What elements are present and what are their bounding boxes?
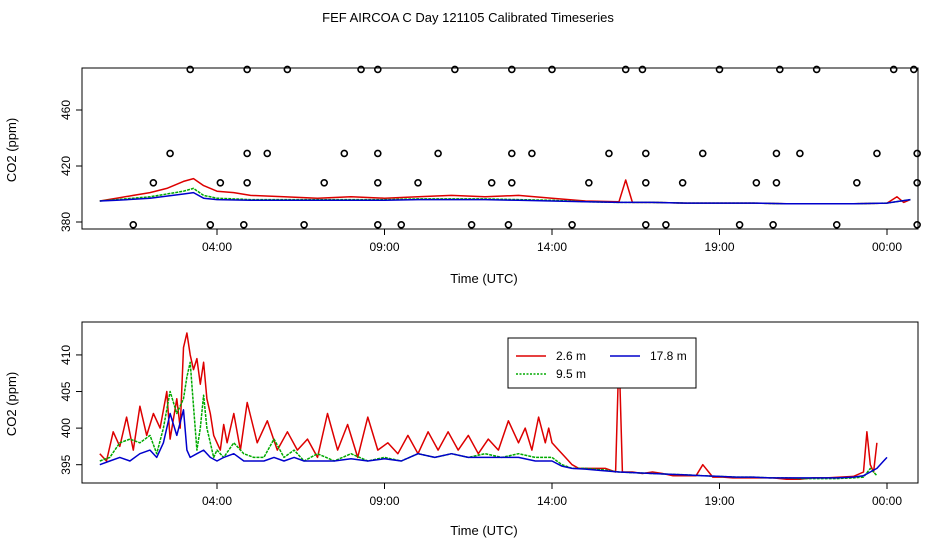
bottom-x-tick-label: 19:00 xyxy=(704,494,734,508)
top-panel: Time (UTC) CO2 (ppm) 04:00 09:00 14:00 19:0… xyxy=(4,65,921,286)
legend: 2.6 m 9.5 m 17.8 m xyxy=(507,337,697,389)
calibration-point xyxy=(752,179,761,187)
bottom-series-group xyxy=(99,332,888,481)
top-plot-frame xyxy=(81,67,919,230)
bottom-plot-frame xyxy=(81,321,919,484)
calibration-point xyxy=(467,221,476,229)
top-x-tick-label: 09:00 xyxy=(369,240,399,254)
bottom-x-tick-label: 14:00 xyxy=(537,494,567,508)
top-y-tick-label: 460 xyxy=(59,100,73,120)
calibration-point xyxy=(507,65,516,74)
calibration-point xyxy=(698,149,707,158)
calibration-point xyxy=(889,65,898,74)
top-y-axis-label: CO2 (ppm) xyxy=(4,118,19,182)
calibration-point xyxy=(243,179,251,187)
calibration-point xyxy=(320,179,329,187)
bottom-y-tick-label: 395 xyxy=(59,454,73,474)
bottom-series-178m xyxy=(99,409,888,479)
calibration-point xyxy=(373,65,382,74)
calibration-point xyxy=(662,221,670,229)
calibration-point xyxy=(796,149,804,158)
calibration-point xyxy=(873,149,881,158)
calibration-point xyxy=(735,221,744,229)
calibration-point xyxy=(243,149,251,158)
calibration-point xyxy=(340,149,349,158)
calibration-point xyxy=(909,65,918,74)
calibration-point xyxy=(715,65,724,74)
calibration-point xyxy=(283,65,292,74)
calibration-point xyxy=(913,149,921,158)
bottom-series-26m xyxy=(99,332,878,481)
calibration-point xyxy=(504,221,513,229)
top-series-178m xyxy=(99,191,911,205)
calibration-point xyxy=(775,65,784,74)
bottom-y-axis-label: CO2 (ppm) xyxy=(4,372,19,436)
calibration-point xyxy=(487,179,496,187)
calibration-point xyxy=(451,65,459,74)
calibration-point xyxy=(357,65,365,74)
calibration-point xyxy=(638,65,647,74)
calibration-point xyxy=(832,221,841,229)
calibration-point xyxy=(373,179,382,187)
calibration-point xyxy=(772,149,781,158)
calibration-point xyxy=(206,221,215,229)
bottom-panel: Time (UTC) CO2 (ppm) 04:00 09:00 14:00 19:0… xyxy=(4,321,919,538)
calibration-point xyxy=(678,179,687,187)
calibration-point xyxy=(166,149,174,158)
top-x-tick-label: 14:00 xyxy=(537,240,567,254)
top-x-tick-label: 00:00 xyxy=(872,240,902,254)
calibration-point xyxy=(769,221,777,229)
calibration-point xyxy=(129,221,138,229)
calibration-point xyxy=(812,65,821,74)
calibration-point xyxy=(641,149,650,158)
calibration-point xyxy=(373,221,382,229)
calibration-point xyxy=(913,221,921,229)
bottom-x-axis-label: Time (UTC) xyxy=(450,523,517,538)
legend-label-2-6m: 2.6 m xyxy=(556,349,586,363)
calibration-point xyxy=(397,221,406,229)
top-x-axis-label: Time (UTC) xyxy=(450,271,517,286)
calibration-point xyxy=(641,221,650,229)
calibration-point xyxy=(240,221,248,229)
calibration-points-group xyxy=(129,65,921,229)
top-y-tick-label: 420 xyxy=(59,156,73,176)
bottom-y-tick-label: 400 xyxy=(59,418,73,438)
calibration-point xyxy=(373,149,382,158)
calibration-point xyxy=(621,65,630,74)
top-x-tick-label: 19:00 xyxy=(704,240,734,254)
bottom-y-tick-label: 410 xyxy=(59,345,73,365)
calibration-point xyxy=(263,149,272,158)
calibration-point xyxy=(434,149,442,158)
calibration-point xyxy=(585,179,593,187)
bottom-x-tick-label: 00:00 xyxy=(872,494,902,508)
calibration-point xyxy=(853,179,861,187)
legend-label-17-8m: 17.8 m xyxy=(650,349,687,363)
legend-label-9-5m: 9.5 m xyxy=(556,367,586,381)
bottom-y-tick-label: 405 xyxy=(59,381,73,401)
bottom-x-tick-label: 09:00 xyxy=(369,494,399,508)
calibration-point xyxy=(641,179,650,187)
calibration-point xyxy=(913,179,921,187)
calibration-point xyxy=(507,149,516,158)
top-x-tick-label: 04:00 xyxy=(202,240,232,254)
calibration-point xyxy=(186,65,194,74)
calibration-point xyxy=(605,149,613,158)
calibration-point xyxy=(300,221,308,229)
calibration-point xyxy=(528,149,536,158)
figure-title: FEF AIRCOA C Day 121105 Calibrated Times… xyxy=(322,10,614,25)
calibration-point xyxy=(568,221,576,229)
bottom-x-tick-label: 04:00 xyxy=(202,494,232,508)
calibration-point xyxy=(414,179,422,187)
calibration-point xyxy=(548,65,556,74)
calibration-point xyxy=(216,179,225,187)
top-y-tick-label: 380 xyxy=(59,212,73,232)
calibration-point xyxy=(772,179,781,187)
calibration-point xyxy=(507,179,516,187)
calibration-point xyxy=(149,179,158,187)
top-series-group xyxy=(99,177,911,205)
calibration-point xyxy=(243,65,251,74)
legend-box xyxy=(507,337,697,389)
